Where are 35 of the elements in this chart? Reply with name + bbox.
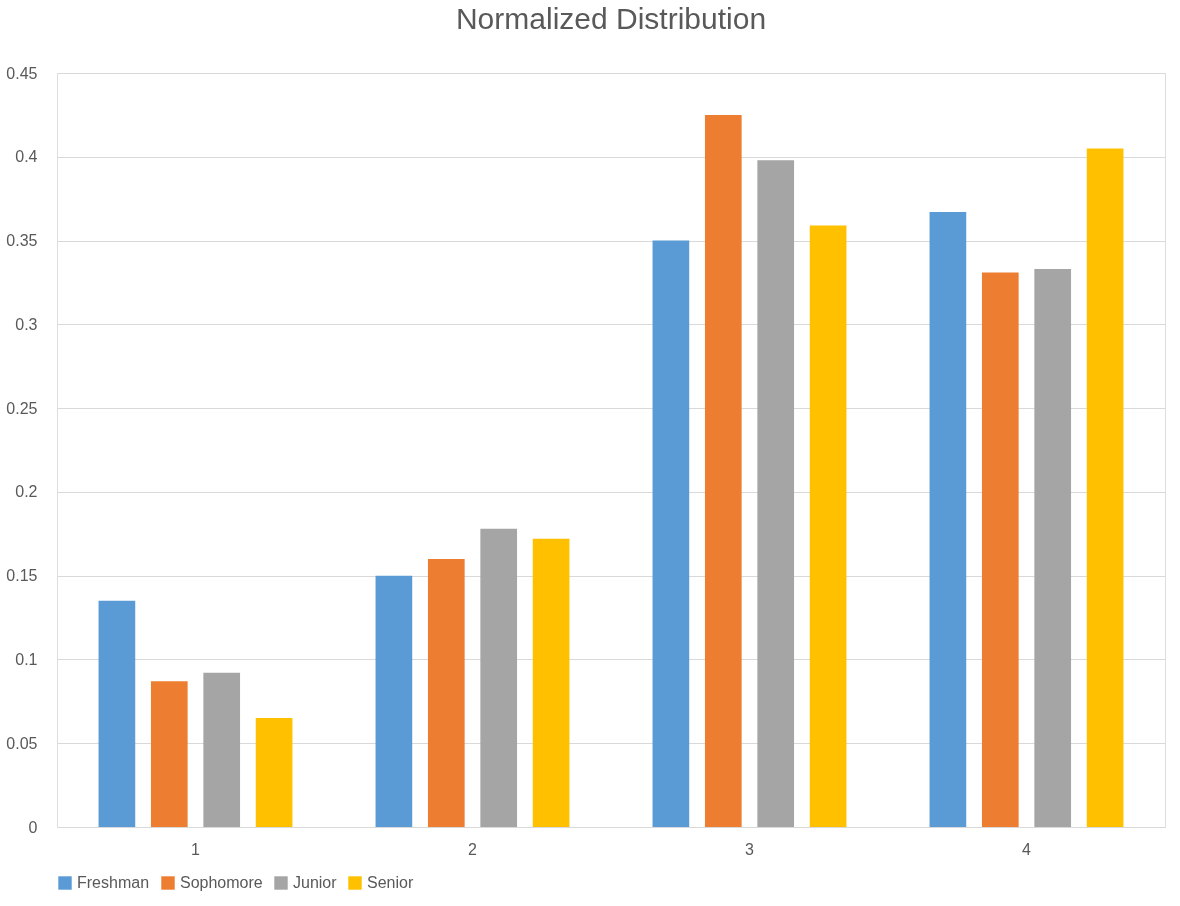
- bar: [375, 575, 413, 827]
- bar: [981, 272, 1019, 827]
- x-tick-label: 4: [1022, 840, 1032, 858]
- bar: [203, 672, 241, 827]
- legend-label: Senior: [367, 874, 414, 891]
- x-tick-label: 1: [191, 840, 201, 858]
- y-tick-label: 0.2: [15, 483, 38, 501]
- y-tick-label: 0.4: [15, 148, 38, 166]
- bar: [1034, 269, 1072, 827]
- bar: [255, 718, 293, 827]
- x-tick-label: 2: [468, 840, 478, 858]
- legend-label: Junior: [293, 874, 338, 891]
- y-tick-label: 0.3: [15, 315, 38, 333]
- bar: [532, 538, 570, 827]
- bar: [809, 225, 847, 827]
- bar: [652, 240, 690, 827]
- legend-label: Sophomore: [180, 874, 263, 891]
- legend-label: Freshman: [77, 874, 150, 891]
- y-tick-label: 0.1: [15, 650, 38, 668]
- y-tick-label: 0.25: [6, 399, 38, 417]
- bar: [929, 212, 967, 827]
- bar: [150, 681, 188, 827]
- y-tick-label: 0.05: [6, 734, 38, 752]
- bar: [1086, 148, 1124, 827]
- bar: [480, 528, 518, 827]
- bar: [704, 114, 742, 827]
- x-tick-label: 3: [745, 840, 755, 858]
- y-tick-label: 0.15: [6, 567, 38, 585]
- y-tick-label: 0.45: [6, 64, 38, 82]
- chart-title: Normalized Distribution: [455, 2, 767, 35]
- bar: [757, 160, 795, 827]
- y-tick-label: 0: [28, 818, 38, 836]
- y-tick-label: 0.35: [6, 232, 38, 250]
- bar: [98, 600, 136, 827]
- bar: [427, 558, 465, 827]
